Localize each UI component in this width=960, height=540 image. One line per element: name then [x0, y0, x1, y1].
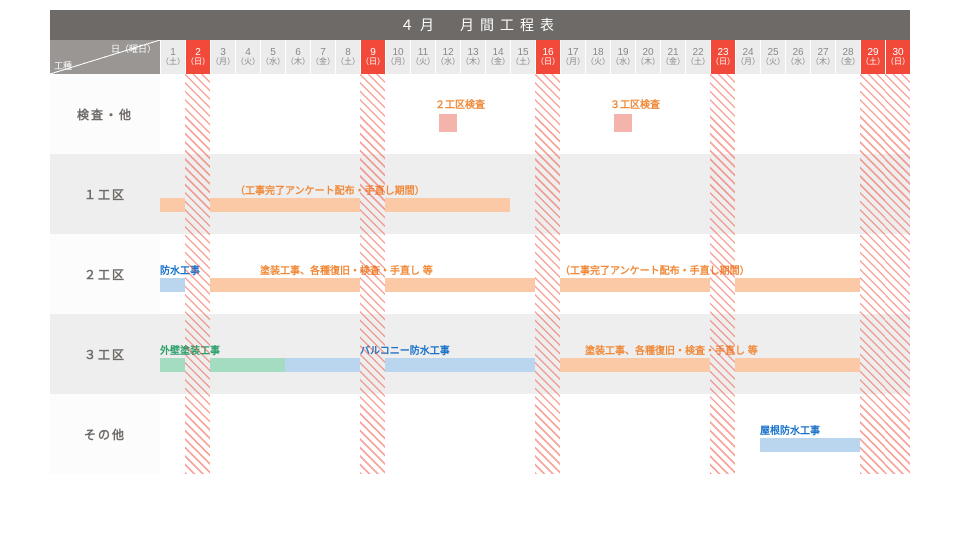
row-label: ３工区	[50, 314, 160, 394]
day-header: 7（金）	[310, 40, 335, 74]
task-bar	[385, 358, 535, 372]
task-bar	[760, 438, 860, 452]
corner-cell: 日（曜日） 工種	[50, 40, 160, 74]
task-bar	[210, 358, 285, 372]
day-header: 20（木）	[635, 40, 660, 74]
task-bar	[160, 358, 185, 372]
task-label: 塗装工事、各種復旧・検査・手直し 等	[585, 342, 758, 357]
corner-top-label: 日（曜日）	[111, 42, 156, 55]
day-header: 8（土）	[335, 40, 360, 74]
task-bar	[560, 278, 710, 292]
day-header: 10（月）	[385, 40, 410, 74]
gantt-row: その他 屋根防水工事	[50, 394, 910, 474]
marker-square	[439, 114, 457, 132]
row-cells: 防水工事 塗装工事、各種復旧・検査・手直し 等 （工事完了アンケート配布・手直し期間…	[160, 234, 910, 314]
gantt-row: ３工区外壁塗装工事 バルコニー防水工事 塗装工事、各種復旧・検査・手直し 等	[50, 314, 910, 394]
task-bar	[160, 278, 185, 292]
row-cells: 外壁塗装工事 バルコニー防水工事 塗装工事、各種復旧・検査・手直し 等	[160, 314, 910, 394]
day-header: 29（土）	[860, 40, 885, 74]
day-header: 6（木）	[285, 40, 310, 74]
task-bar	[735, 278, 860, 292]
day-header: 11（火）	[410, 40, 435, 74]
task-label: ２工区検査	[435, 96, 485, 111]
row-label: 検査・他	[50, 74, 160, 154]
task-bar	[160, 198, 185, 212]
day-header: 18（火）	[585, 40, 610, 74]
task-label: バルコニー防水工事	[360, 342, 450, 357]
days-header: 1（土）2（日）3（月）4（火）5（水）6（木）7（金）8（土）9（日）10（月…	[160, 40, 910, 74]
gantt-body: 検査・他２工区検査３工区検査１工区（工事完了アンケート配布・手直し期間）２工区防…	[50, 74, 910, 474]
task-label: 防水工事	[160, 262, 200, 277]
marker-square	[614, 114, 632, 132]
corner-bottom-label: 工種	[54, 59, 72, 72]
task-bar	[210, 278, 360, 292]
day-header: 17（月）	[560, 40, 585, 74]
day-header: 30（日）	[885, 40, 910, 74]
row-label: その他	[50, 394, 160, 474]
task-label: 屋根防水工事	[760, 422, 820, 437]
task-bar	[735, 358, 860, 372]
day-header: 16（日）	[535, 40, 560, 74]
row-cells: （工事完了アンケート配布・手直し期間）	[160, 154, 910, 234]
day-header: 22（土）	[685, 40, 710, 74]
day-header: 2（日）	[185, 40, 210, 74]
day-header: 12（水）	[435, 40, 460, 74]
day-header: 19（水）	[610, 40, 635, 74]
task-label: （工事完了アンケート配布・手直し期間）	[235, 182, 425, 197]
gantt-row: ２工区防水工事 塗装工事、各種復旧・検査・手直し 等 （工事完了アンケート配布・手直…	[50, 234, 910, 314]
day-header: 5（水）	[260, 40, 285, 74]
day-header: 4（火）	[235, 40, 260, 74]
task-bar	[285, 358, 360, 372]
chart-title: ４月 月間工程表	[50, 10, 910, 40]
task-label: （工事完了アンケート配布・手直し期間）	[560, 262, 750, 277]
gantt-chart: ４月 月間工程表 日（曜日） 工種 1（土）2（日）3（月）4（火）5（水）6（…	[50, 10, 910, 474]
task-label: 塗装工事、各種復旧・検査・手直し 等	[260, 262, 433, 277]
row-cells: 屋根防水工事	[160, 394, 910, 474]
row-label: １工区	[50, 154, 160, 234]
task-bar	[210, 198, 360, 212]
day-header: 26（水）	[785, 40, 810, 74]
task-bar	[385, 198, 510, 212]
day-header: 24（月）	[735, 40, 760, 74]
day-header: 13（木）	[460, 40, 485, 74]
row-label: ２工区	[50, 234, 160, 314]
row-cells: ２工区検査 ３工区検査	[160, 74, 910, 154]
gantt-row: １工区 （工事完了アンケート配布・手直し期間）	[50, 154, 910, 234]
day-header: 15（土）	[510, 40, 535, 74]
day-header: 3（月）	[210, 40, 235, 74]
day-header: 9（日）	[360, 40, 385, 74]
task-label: ３工区検査	[610, 96, 660, 111]
task-bar	[385, 278, 535, 292]
day-header: 27（木）	[810, 40, 835, 74]
header-row: 日（曜日） 工種 1（土）2（日）3（月）4（火）5（水）6（木）7（金）8（土…	[50, 40, 910, 74]
day-header: 25（火）	[760, 40, 785, 74]
task-bar	[635, 358, 710, 372]
gantt-row: 検査・他 ２工区検査 ３工区検査	[50, 74, 910, 154]
day-header: 21（金）	[660, 40, 685, 74]
day-header: 14（金）	[485, 40, 510, 74]
task-label: 外壁塗装工事	[160, 342, 220, 357]
task-bar	[560, 358, 635, 372]
day-header: 28（金）	[835, 40, 860, 74]
day-header: 1（土）	[160, 40, 185, 74]
day-header: 23（日）	[710, 40, 735, 74]
